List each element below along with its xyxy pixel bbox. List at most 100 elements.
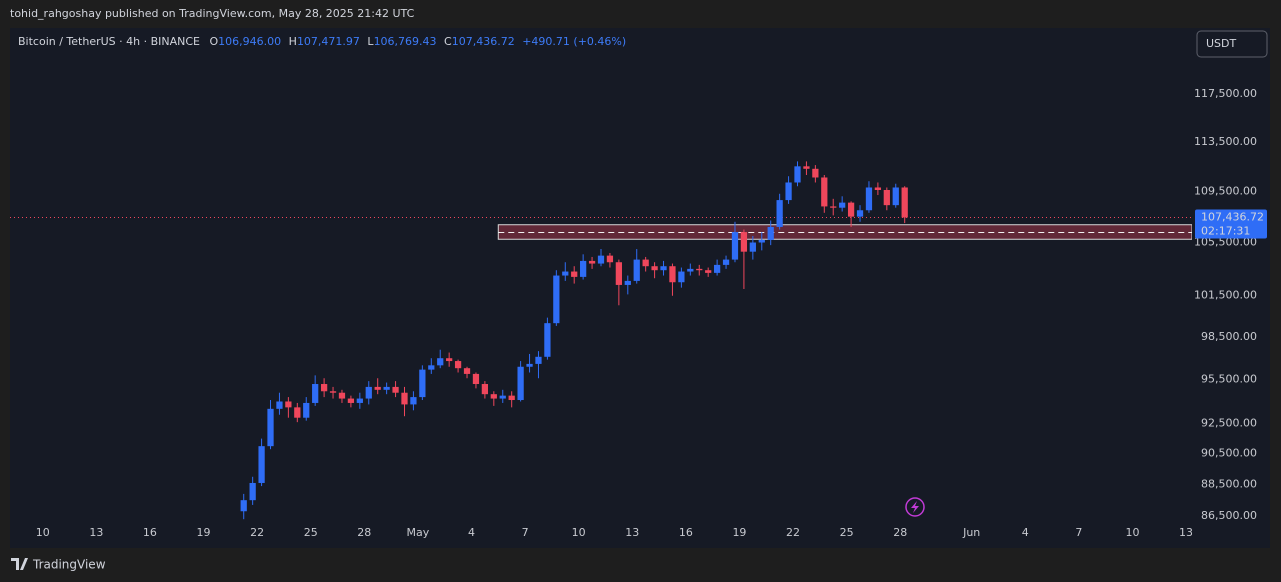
candle-body	[446, 358, 453, 362]
candle-body	[526, 363, 533, 367]
candle-body	[294, 407, 301, 418]
candle-body	[624, 280, 631, 285]
candle-body	[365, 386, 372, 399]
candle-body	[276, 401, 283, 409]
candle-body	[758, 239, 765, 243]
candle-body	[874, 187, 882, 190]
candle-body	[597, 255, 605, 264]
candle-body	[490, 394, 497, 399]
candle-body	[374, 386, 381, 390]
x-tick-label: 10	[572, 526, 586, 539]
candle-body	[713, 264, 721, 273]
candle-body	[553, 275, 560, 324]
candle-body	[740, 232, 748, 252]
candle-body	[642, 259, 649, 267]
candle-body	[285, 401, 292, 408]
y-tick-label: 86,500.00	[1201, 509, 1257, 522]
candle-body	[508, 395, 515, 401]
price-label: 107,436.72	[1201, 210, 1264, 223]
x-tick-label: 16	[143, 526, 157, 539]
candle-body	[705, 270, 712, 273]
change: +490.71 (+0.46%)	[522, 35, 626, 48]
ohlc-key: H	[289, 35, 297, 48]
candle-body	[437, 358, 444, 366]
ohlc-value: 107,471.97	[297, 35, 360, 48]
x-tick-label: 13	[1179, 526, 1193, 539]
y-tick-label: 109,500.00	[1194, 184, 1257, 197]
x-tick-label: 13	[89, 526, 103, 539]
x-tick-label: May	[407, 526, 430, 539]
candle-body	[847, 202, 855, 217]
candle-body	[571, 271, 578, 277]
candle-body	[329, 391, 337, 393]
event-bolt	[911, 501, 919, 513]
x-tick-label: 19	[197, 526, 211, 539]
candle-body	[865, 187, 873, 211]
y-tick-label: 105,500.00	[1194, 236, 1257, 249]
candle-body	[776, 200, 783, 227]
x-tick-label: 10	[1125, 526, 1139, 539]
y-tick-label: 113,500.00	[1194, 135, 1257, 148]
candle-body	[383, 386, 390, 390]
y-tick-label: 92,500.00	[1201, 417, 1257, 430]
event-icon[interactable]	[905, 497, 925, 517]
candle-body	[660, 266, 667, 271]
x-tick-label: 16	[679, 526, 693, 539]
x-tick-label: 22	[786, 526, 800, 539]
candle-body	[320, 384, 328, 392]
y-tick-label: 101,500.00	[1194, 289, 1257, 302]
candle-body	[731, 232, 739, 260]
candle-body	[785, 182, 792, 201]
symbol: Bitcoin / TetherUS · 4h · BINANCE	[18, 35, 200, 48]
symbol-legend: Bitcoin / TetherUS · 4h · BINANCE O106,9…	[18, 35, 626, 48]
candle-body	[428, 365, 435, 370]
candle-body	[419, 369, 426, 398]
ohlc-key: O	[210, 35, 219, 48]
x-tick-label: 25	[304, 526, 318, 539]
candle-body	[830, 206, 837, 208]
currency-button[interactable]	[1196, 30, 1268, 58]
candle-body	[267, 408, 274, 447]
candle-body	[606, 255, 614, 263]
candle-body	[249, 482, 256, 501]
ohlc-value: 107,436.72	[452, 35, 515, 48]
y-tick-label: 88,500.00	[1201, 478, 1257, 491]
ohlc-value: 106,769.43	[374, 35, 437, 48]
candle-body	[356, 398, 363, 403]
candle-body	[856, 210, 864, 217]
y-tick-label: 117,500.00	[1194, 87, 1257, 100]
candle-body	[901, 187, 908, 218]
candle-body	[749, 242, 756, 252]
candle-body	[535, 356, 542, 364]
candle-body	[338, 392, 346, 399]
candle-body	[481, 384, 489, 395]
x-tick-label: 7	[1075, 526, 1082, 539]
attribution: tohid_rahgoshay published on TradingView…	[10, 7, 415, 20]
x-tick-label: 13	[625, 526, 639, 539]
candle-body	[392, 386, 399, 393]
x-tick-label: 28	[357, 526, 371, 539]
price-label-box	[1195, 209, 1267, 239]
candle-body	[803, 166, 810, 169]
candle-body	[633, 259, 640, 281]
candle-body	[312, 384, 319, 403]
candle-body	[562, 271, 569, 276]
candle-body	[794, 166, 801, 183]
candle-body	[347, 398, 355, 403]
candle-body	[454, 361, 462, 369]
candle-body	[687, 268, 694, 272]
candle-body	[472, 373, 480, 385]
ohlc-key: L	[367, 35, 374, 48]
y-tick-label: 98,500.00	[1201, 330, 1257, 343]
candle-body	[258, 446, 265, 483]
candle-body	[410, 397, 417, 405]
candle-body	[401, 392, 408, 405]
candle-body	[678, 271, 685, 283]
candle-body	[580, 260, 587, 277]
x-tick-label: 25	[840, 526, 854, 539]
candle-body	[812, 168, 819, 178]
candle-body	[696, 268, 703, 271]
currency[interactable]: USDT	[1206, 37, 1237, 50]
y-tick-label: 90,500.00	[1201, 447, 1257, 460]
